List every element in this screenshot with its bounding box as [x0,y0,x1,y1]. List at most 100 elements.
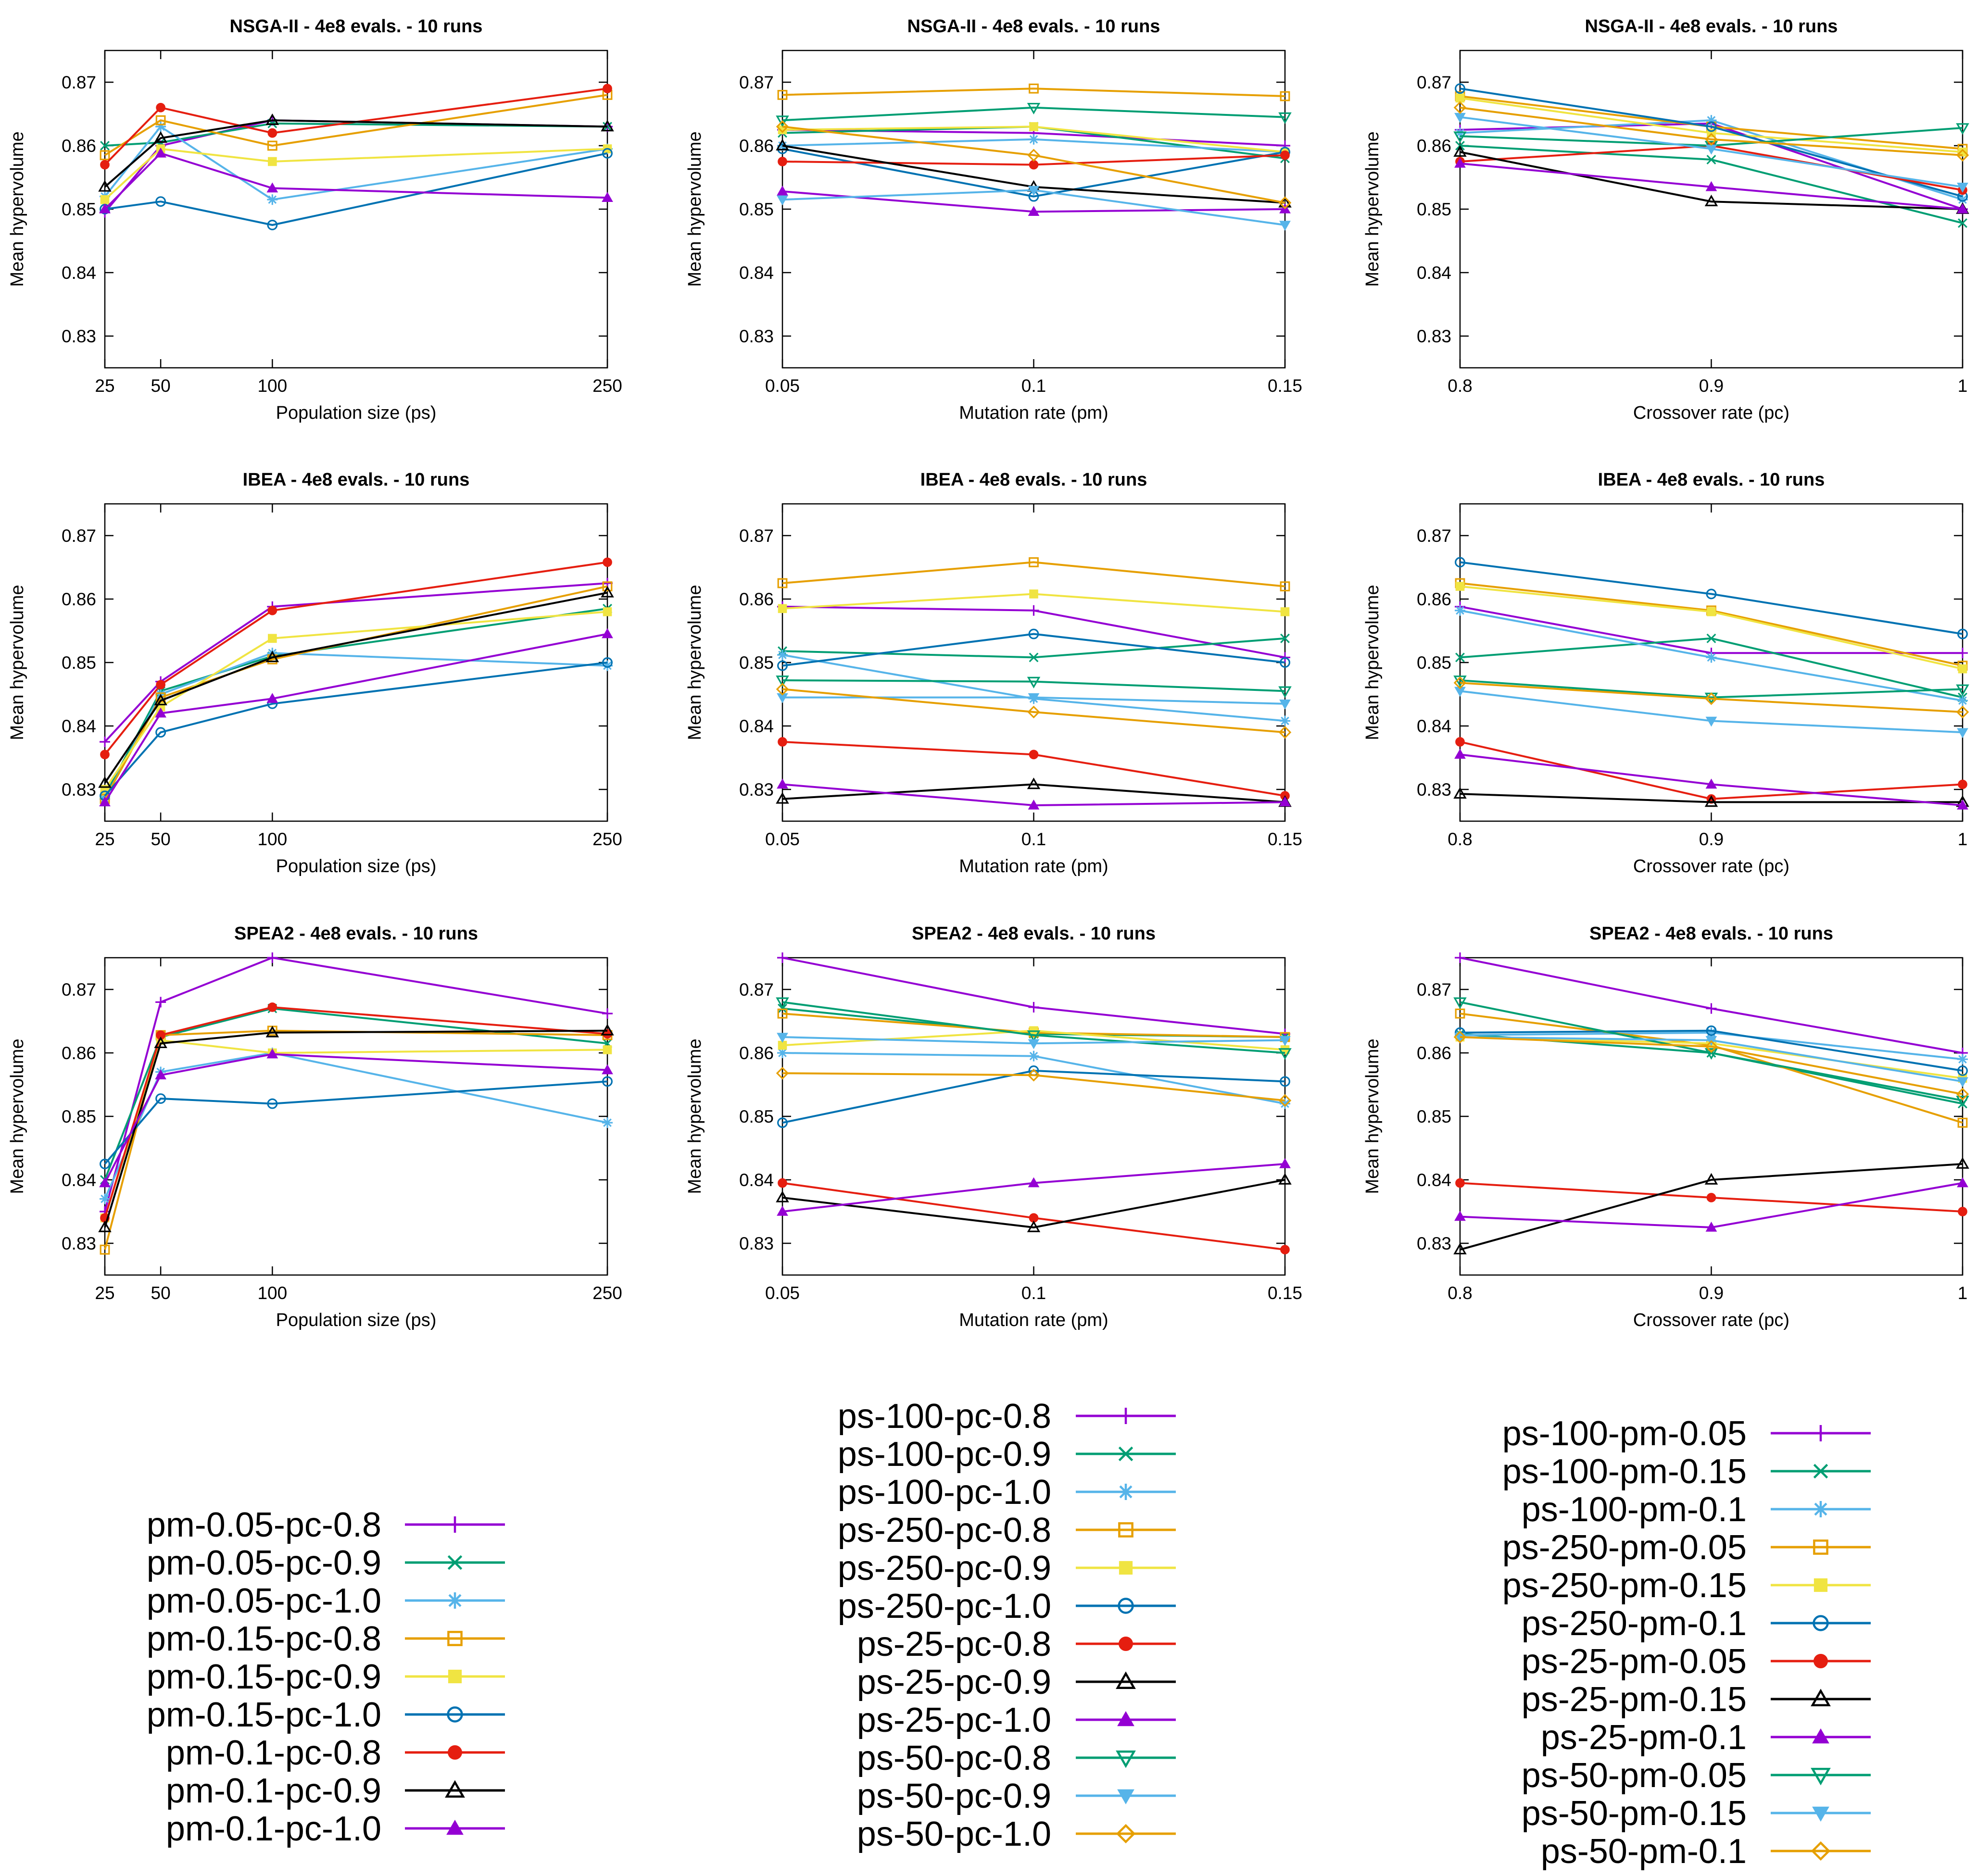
crossover-legend: ps-100-pm-0.05ps-100-pm-0.15ps-100-pm-0.… [1502,1414,1871,1871]
data-point [1027,705,1040,719]
data-point [1704,795,1718,807]
legend-entry: pm-0.05-pc-1.0 [147,1582,505,1620]
data-point [1957,799,1968,810]
x-tick-label: 1 [1958,1283,1968,1303]
x-tick-label: 50 [151,376,171,396]
data-point [266,1048,278,1059]
chart-panel-3: 0.83 0.84 0.85 0.86 0.87 0.8 0.9 1 NSGA-II - 4e8… [1362,16,1969,423]
data-point [1957,628,1968,639]
data-point [601,1024,614,1036]
data-point [1029,83,1039,94]
x-axis-label: Crossover rate (pc) [1633,1310,1789,1330]
series-pm-0.1-pc-0.9 [98,113,614,192]
series-pm-0.05-pc-1.0 [100,1048,613,1204]
legend-entry: ps-250-pm-0.05 [1502,1528,1871,1567]
data-point [1956,149,1969,162]
series-line [104,152,608,226]
legend-label: pm-0.15-pc-0.9 [147,1658,381,1696]
data-point [100,160,110,170]
legend-marker-icon [1811,1841,1831,1861]
data-point [777,1008,788,1019]
series-line [782,1070,1285,1124]
data-point [777,195,788,206]
series-line [104,119,608,188]
series-line [782,783,1285,803]
data-point [603,1045,612,1054]
data-point [155,115,166,125]
y-tick-label: 0.86 [1417,589,1451,609]
y-tick-label: 0.87 [739,73,774,92]
series-pm-0.15-pc-1.0 [100,1076,613,1169]
data-point [155,196,166,207]
data-point [777,650,788,661]
data-point [602,581,613,592]
data-point [1278,1094,1292,1107]
legend-marker-icon [448,1745,462,1760]
series-ps-100-pm-0.05 [1455,952,1968,1058]
legend-label: ps-250-pc-0.8 [838,1511,1051,1550]
x-axis-label: Population size (ps) [276,403,437,423]
data-point [1705,692,1718,705]
x-tick-label: 250 [592,1283,622,1303]
legend-entry: ps-50-pm-0.1 [1541,1832,1871,1871]
data-point [99,796,111,807]
y-tick-label: 0.87 [62,73,96,92]
series-ps-250-pc-1.0 [777,628,1290,671]
data-point [267,140,277,151]
series-line [104,125,608,201]
data-point [602,148,613,159]
x-tick-label: 0.8 [1448,1283,1472,1303]
plot-frame [1459,50,1964,369]
data-point [777,90,788,100]
legend-marker-icon [1813,1425,1829,1441]
series-pm-0.1-pc-1.0 [99,147,613,213]
data-point [1707,607,1716,616]
series-line [1460,1029,1963,1072]
data-point [267,220,278,230]
data-point [776,675,789,688]
y-axis-label: Mean hypervolume [685,131,705,287]
series-line [104,152,608,210]
y-tick-label: 0.86 [62,136,96,156]
series-line [104,88,608,165]
legend-label: ps-50-pm-0.1 [1541,1832,1747,1871]
data-point [1027,1220,1041,1232]
series-line [104,1007,608,1180]
data-point [1280,1076,1290,1087]
data-point [1706,1003,1717,1014]
legend-marker-icon [1119,1561,1133,1575]
y-tick-label: 0.84 [739,716,774,736]
data-point [603,84,612,94]
y-tick-label: 0.84 [1417,263,1451,283]
data-point [1706,155,1716,164]
data-point [155,727,166,738]
data-point [777,660,788,671]
data-point [1028,186,1040,196]
series-ps-50-pc-0.9 [777,1033,1291,1050]
legend-label: ps-250-pc-0.9 [838,1549,1051,1588]
legend-entry: ps-250-pc-1.0 [838,1587,1176,1626]
data-point [602,1008,613,1019]
series-line [1460,1036,1963,1095]
chart-title: IBEA - 4e8 evals. - 10 runs [920,470,1147,490]
x-tick-label: 0.15 [1268,829,1302,849]
data-point [155,997,166,1008]
chart-panel-4: 0.83 0.84 0.85 0.86 0.87 25 50 100 250 IBEA - 4e8… [7,470,622,876]
legend-entry: ps-25-pc-1.0 [857,1701,1176,1739]
data-point [777,186,788,196]
y-tick-label: 0.87 [62,980,96,1000]
series-line [1460,106,1963,156]
series-ps-50-pc-0.9 [777,186,1291,231]
legend-label: ps-25-pm-0.05 [1522,1642,1747,1681]
legend-marker-icon [1813,1539,1828,1555]
data-point [1957,183,1968,193]
data-point [776,115,789,127]
data-point [1278,112,1292,124]
data-point [1453,787,1467,799]
series-ps-25-pc-0.9 [776,1173,1292,1232]
data-point [1455,557,1465,568]
data-point [1454,157,1466,168]
legend-entry: ps-50-pc-0.8 [857,1739,1176,1777]
series-line [782,88,1285,97]
data-point [1956,684,1969,696]
